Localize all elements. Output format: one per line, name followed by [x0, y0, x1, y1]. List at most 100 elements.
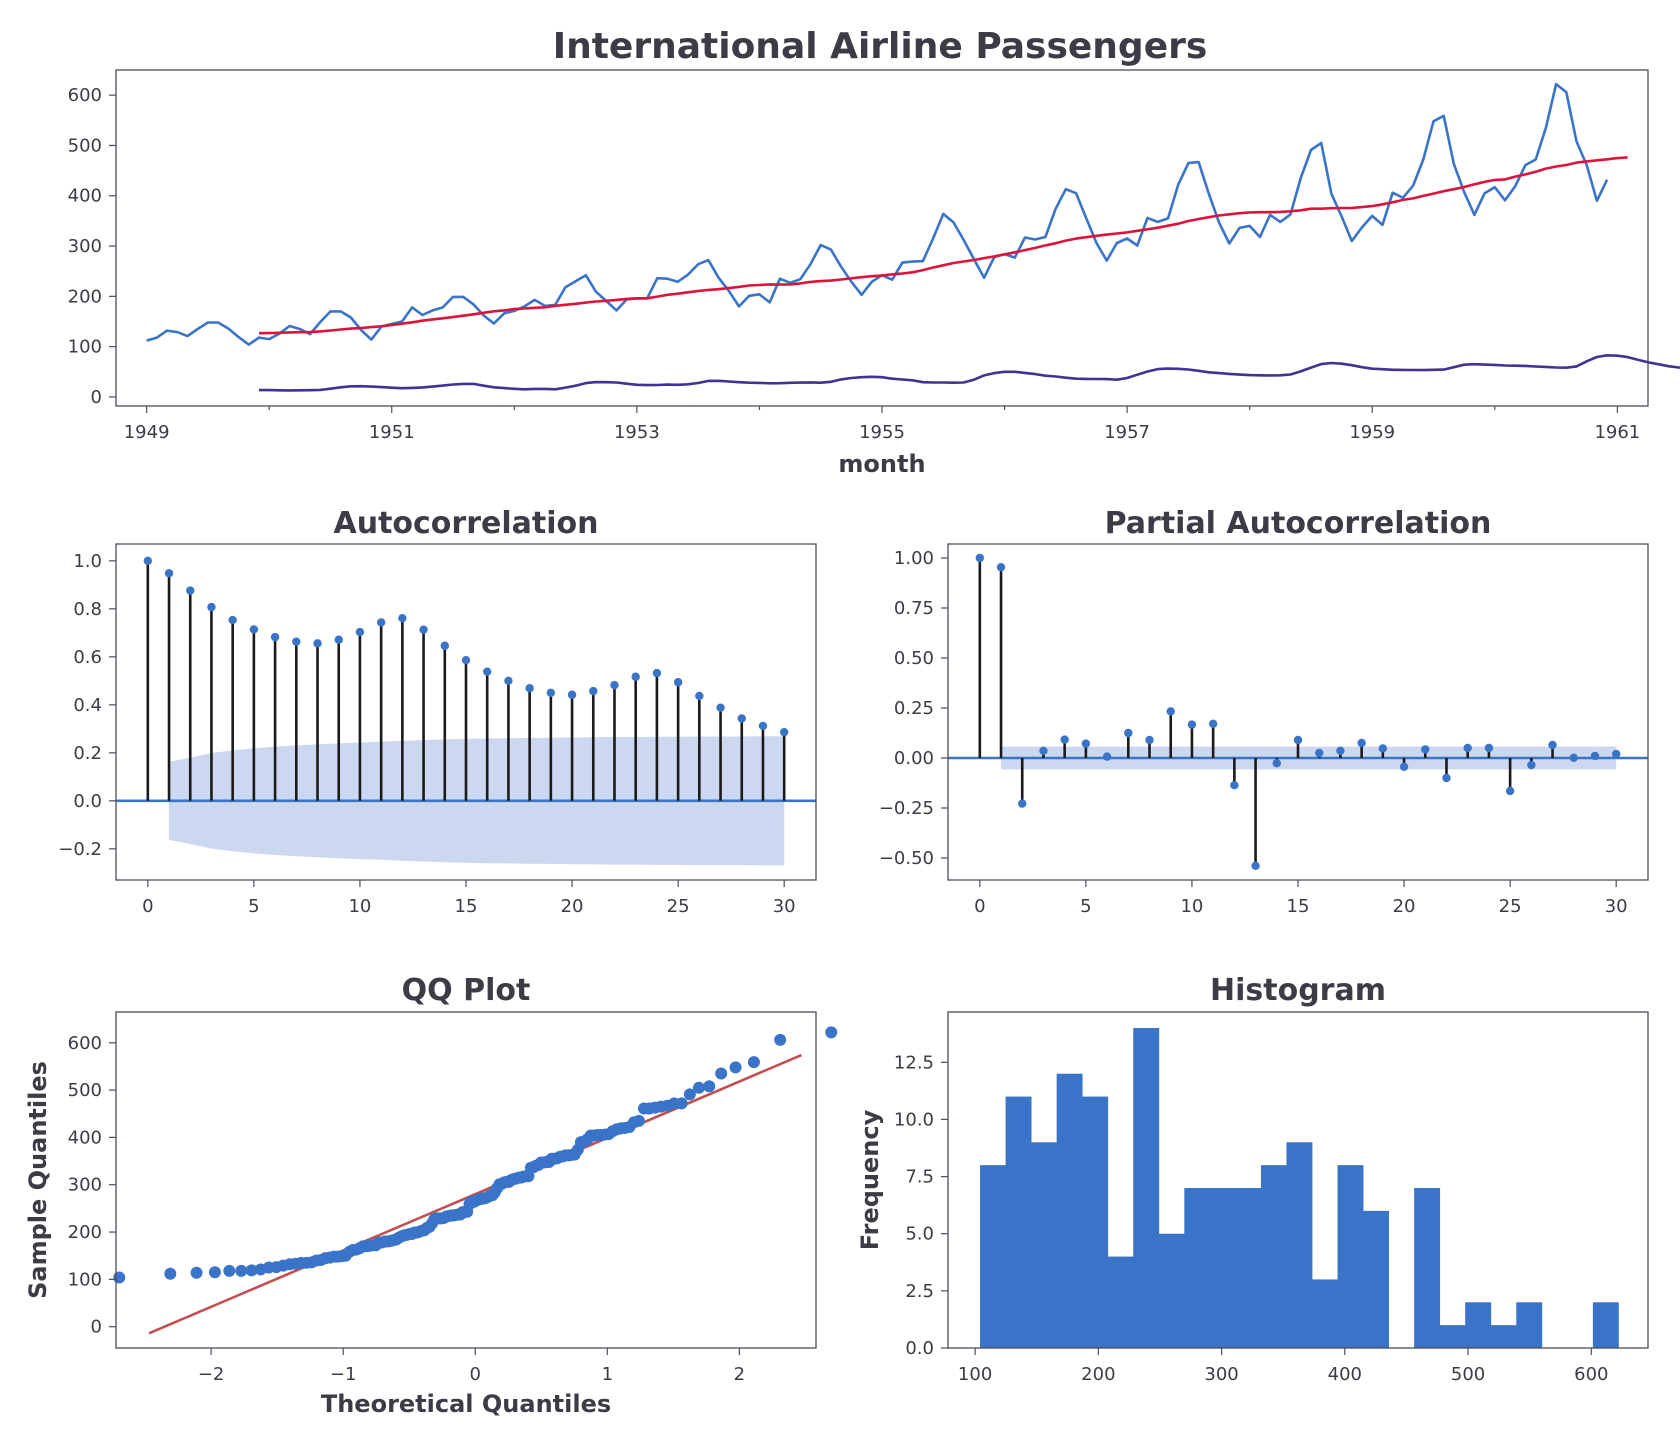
pacf-marker	[1357, 738, 1366, 748]
qq-point	[164, 1267, 177, 1280]
acf-marker	[376, 618, 386, 627]
pacf-y-tick-label: 0.75	[894, 598, 934, 619]
pacf-marker	[1039, 746, 1048, 755]
acf-marker	[292, 637, 301, 646]
timeseries-x-tick-label: 1951	[369, 422, 415, 443]
pacf-marker	[1611, 749, 1621, 759]
histogram-bar	[1312, 1279, 1338, 1348]
qq-x-tick-label: −2	[198, 1364, 225, 1385]
timeseries-y-axis: 0 100 200 300 400 500 600	[68, 85, 116, 408]
histogram-bar	[1414, 1188, 1441, 1348]
pacf-marker	[1230, 781, 1239, 790]
acf-y-tick-label: 0.0	[73, 791, 102, 812]
acf-marker	[164, 569, 174, 578]
qq-point	[729, 1061, 742, 1074]
histogram-bar	[1056, 1073, 1083, 1348]
pacf-title: Partial Autocorrelation	[1105, 506, 1492, 541]
pacf-marker	[1548, 740, 1557, 750]
qq-y-tick-label: 400	[68, 1127, 102, 1148]
qq-y-tick-label: 100	[68, 1269, 102, 1290]
acf-marker	[228, 615, 237, 625]
pacf-marker	[1166, 707, 1175, 716]
histogram-bar	[1337, 1165, 1364, 1348]
qq-y-axis-label: Sample Quantiles	[24, 1061, 52, 1299]
pacf-x-tick-label: 25	[1499, 896, 1522, 917]
acf-marker	[313, 639, 322, 648]
timeseries-x-tick-label: 1959	[1349, 422, 1395, 443]
pacf-panel: Partial Autocorrelation 0 5 10 15 20 25 30 −0.…	[879, 506, 1649, 917]
qq-point	[245, 1264, 258, 1277]
qq-point	[632, 1114, 645, 1127]
pacf-y-tick-label: 0.50	[894, 648, 934, 669]
acf-marker	[779, 727, 789, 737]
pacf-x-tick-label: 10	[1180, 896, 1203, 917]
pacf-x-tick-label: 0	[974, 896, 985, 917]
histogram-bar	[1490, 1325, 1517, 1348]
qq-point	[747, 1056, 760, 1069]
histogram-x-tick-label: 100	[958, 1364, 992, 1385]
histogram-x-tick-label: 600	[1574, 1364, 1608, 1385]
timeseries-x-tick-label: 1953	[614, 422, 660, 443]
qq-y-axis: 0 100 200 300 400 500 600	[68, 1033, 116, 1338]
pacf-y-tick-label: −0.25	[879, 798, 934, 819]
pacf-marker	[1590, 751, 1600, 761]
acf-panel: Autocorrelation 0 5 10 15 20 25 30 −0.2 0.0 0.2 0…	[58, 506, 817, 917]
histogram-y-axis: 0.0 2.5 5.0 7.5 10.0 12.5	[894, 1052, 948, 1359]
histogram-plot-area	[980, 1028, 1619, 1348]
qq-x-tick-label: −1	[330, 1364, 357, 1385]
histogram-x-tick-label: 200	[1081, 1364, 1115, 1385]
qq-y-tick-label: 200	[68, 1222, 102, 1243]
pacf-plot-area	[948, 553, 1648, 870]
qq-point	[715, 1067, 728, 1080]
acf-y-tick-label: 0.6	[73, 647, 102, 668]
acf-x-tick-label: 5	[248, 896, 259, 917]
acf-y-axis: −0.2 0.0 0.2 0.4 0.6 0.8 1.0	[58, 551, 116, 860]
histogram-y-tick-label: 7.5	[905, 1167, 934, 1188]
histogram-x-tick-label: 300	[1204, 1364, 1238, 1385]
acf-marker	[695, 691, 704, 701]
pacf-marker	[1421, 745, 1430, 754]
pacf-x-tick-label: 15	[1287, 896, 1310, 917]
histogram-bar	[1260, 1165, 1287, 1348]
timeseries-x-tick-label: 1949	[124, 422, 170, 443]
acf-marker	[504, 676, 513, 685]
histogram-bar	[1005, 1096, 1032, 1348]
pacf-marker	[1505, 786, 1515, 796]
histogram-y-axis-label: Frequency	[856, 1109, 884, 1250]
acf-plot-area	[116, 556, 816, 866]
acf-marker	[143, 556, 153, 565]
qq-reference-line	[148, 1053, 802, 1335]
pacf-y-tick-label: −0.50	[879, 848, 934, 869]
pacf-marker	[1251, 861, 1260, 870]
pacf-marker	[1293, 735, 1303, 745]
acf-marker	[398, 613, 407, 623]
acf-marker	[419, 625, 428, 634]
qq-point	[675, 1097, 688, 1110]
acf-marker	[355, 627, 365, 637]
acf-x-tick-label: 10	[348, 896, 371, 917]
timeseries-y-tick-label: 500	[68, 135, 102, 156]
pacf-marker	[1569, 753, 1578, 762]
pacf-x-tick-label: 30	[1605, 896, 1628, 917]
acf-y-tick-label: 0.2	[73, 743, 102, 764]
qq-point	[683, 1088, 696, 1101]
qq-point	[235, 1264, 248, 1277]
acf-marker	[249, 625, 259, 634]
histogram-x-axis: 100 200 300 400 500 600	[958, 1348, 1608, 1385]
qq-frame	[115, 1011, 817, 1349]
histogram-bar	[1082, 1096, 1109, 1348]
histogram-bar	[1107, 1256, 1134, 1348]
acf-marker	[334, 635, 343, 644]
pacf-x-tick-label: 5	[1080, 896, 1091, 917]
qq-point	[774, 1033, 787, 1046]
histogram-y-tick-label: 2.5	[905, 1281, 934, 1302]
acf-marker	[207, 602, 216, 612]
qq-x-tick-label: 0	[470, 1364, 481, 1385]
qq-point	[223, 1264, 236, 1277]
pacf-marker	[1463, 743, 1472, 753]
timeseries-rolling-std-line	[259, 353, 1680, 392]
qq-title: QQ Plot	[402, 973, 531, 1008]
acf-y-tick-label: 0.4	[73, 695, 102, 716]
timeseries-y-tick-label: 600	[68, 85, 102, 106]
